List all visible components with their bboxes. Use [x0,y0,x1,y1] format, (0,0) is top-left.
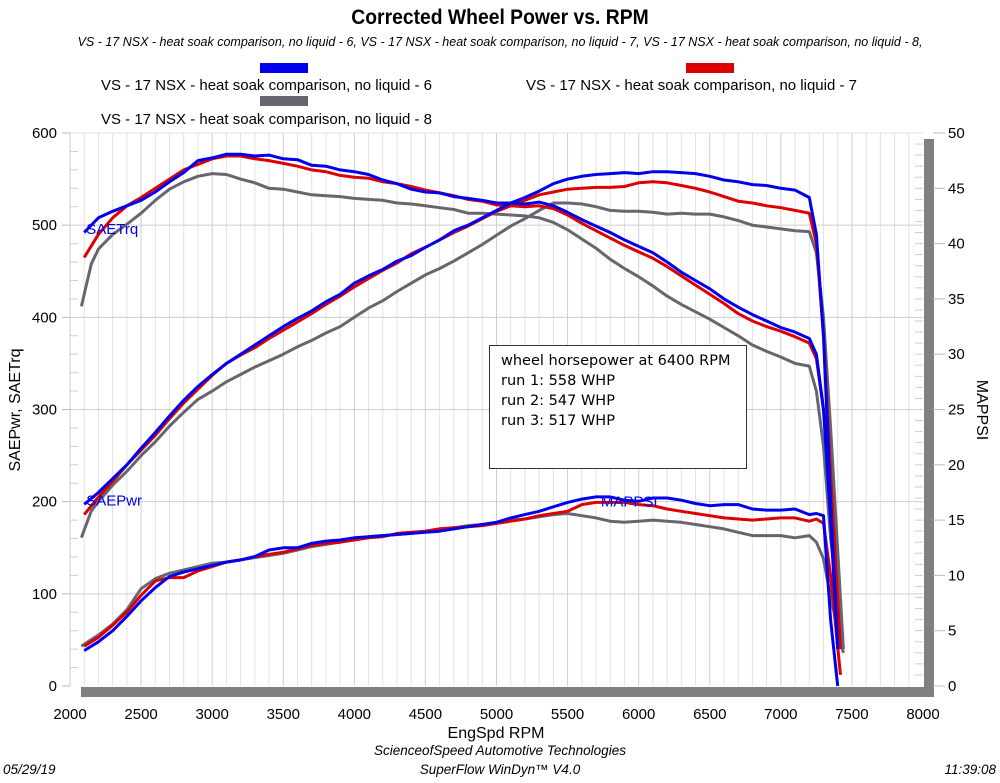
y-tick-label: 0 [49,678,57,695]
y2-tick-label: 10 [948,567,965,584]
x-tick-label: 2000 [53,706,86,723]
curve-label-mappsi: MAPPSI [601,493,658,510]
legend-label-run-8: VS - 17 NSX - heat soak comparison, no l… [101,111,432,128]
y2-tick-label: 45 [948,180,965,197]
plot-frame [62,132,945,697]
mappsi-line-series-1 [83,495,840,687]
y-tick-label: 400 [32,309,57,326]
y-tick-label: 100 [32,586,57,603]
legend-swatch-run-8 [260,96,308,106]
y-axis-title: SAEPwr, SAETrq [7,349,24,472]
tick-labels: 2000 2500 3000 3500 4000 4500 5000 5500 6000 6500… [32,125,965,723]
x-tick-label: 3500 [267,706,300,723]
chart-subtitle: VS - 17 NSX - heat soak comparison, no l… [77,35,923,49]
x-tick-label: 5500 [551,706,584,723]
y-tick-label: 600 [32,125,57,142]
curve-labels: SAETrq SAEPwr MAPPSI [86,221,657,510]
y-tick-label: 300 [32,402,57,419]
x-tick-label: 5000 [480,706,513,723]
x-tick-label: 7000 [764,706,797,723]
x-tick-label: 7500 [835,706,868,723]
y-tick-label: 200 [32,494,57,511]
series-layer [79,152,845,687]
legend-swatch-run-7 [686,63,734,73]
annotation-run-2: run 2: 547 WHP [501,393,615,409]
x-axis-title: EngSpd RPM [448,725,545,742]
mappsi-line-series-3 [80,512,845,654]
annotation-run-3: run 3: 517 WHP [501,413,615,429]
y-tick-label: 500 [32,217,57,234]
chart-title: Corrected Wheel Power vs. RPM [351,6,649,29]
x-tick-label: 8000 [906,706,939,723]
curve-label-saepwr: SAEPwr [86,493,142,510]
torque-line-series-3 [79,172,845,650]
y2-tick-label: 5 [948,623,956,640]
footer-date: 05/29/19 [3,762,56,777]
annotation-run-1: run 1: 558 WHP [501,373,615,389]
x-tick-label: 6500 [693,706,726,723]
y2-tick-label: 20 [948,457,965,474]
y-range-bar [924,139,934,697]
legend-label-run-6: VS - 17 NSX - heat soak comparison, no l… [101,77,432,94]
y2-tick-label: 50 [948,125,965,142]
footer-software: SuperFlow WinDyn™ V4.0 [419,762,581,777]
x-tick-label: 6000 [622,706,655,723]
footer-time: 11:39:08 [944,762,996,777]
y2-tick-label: 15 [948,512,965,529]
x-tick-label: 3000 [195,706,228,723]
x-tick-label: 4000 [338,706,371,723]
x-tick-label: 2500 [124,706,157,723]
power-line-series-1 [83,170,840,650]
legend-label-run-7: VS - 17 NSX - heat soak comparison, no l… [526,77,857,94]
torque-line-series-1 [83,152,840,650]
y2-tick-label: 25 [948,402,965,419]
x-range-bar [81,687,933,697]
y2-tick-label: 35 [948,291,965,308]
y2-tick-label: 40 [948,236,965,253]
x-tick-label: 4500 [409,706,442,723]
annotation-heading: wheel horsepower at 6400 RPM [501,353,731,369]
curve-label-saetrq: SAETrq [86,221,138,238]
y2-axis-title: MAPPSI [973,380,990,440]
footer-company: ScienceofSpeed Automotive Technologies [374,743,626,758]
y2-tick-label: 30 [948,346,965,363]
y2-tick-label: 0 [948,678,956,695]
annotation-box: wheel horsepower at 6400 RPM run 1: 558 … [489,345,747,469]
power-line-series-3 [79,201,845,650]
legend-swatch-run-6 [260,63,308,73]
